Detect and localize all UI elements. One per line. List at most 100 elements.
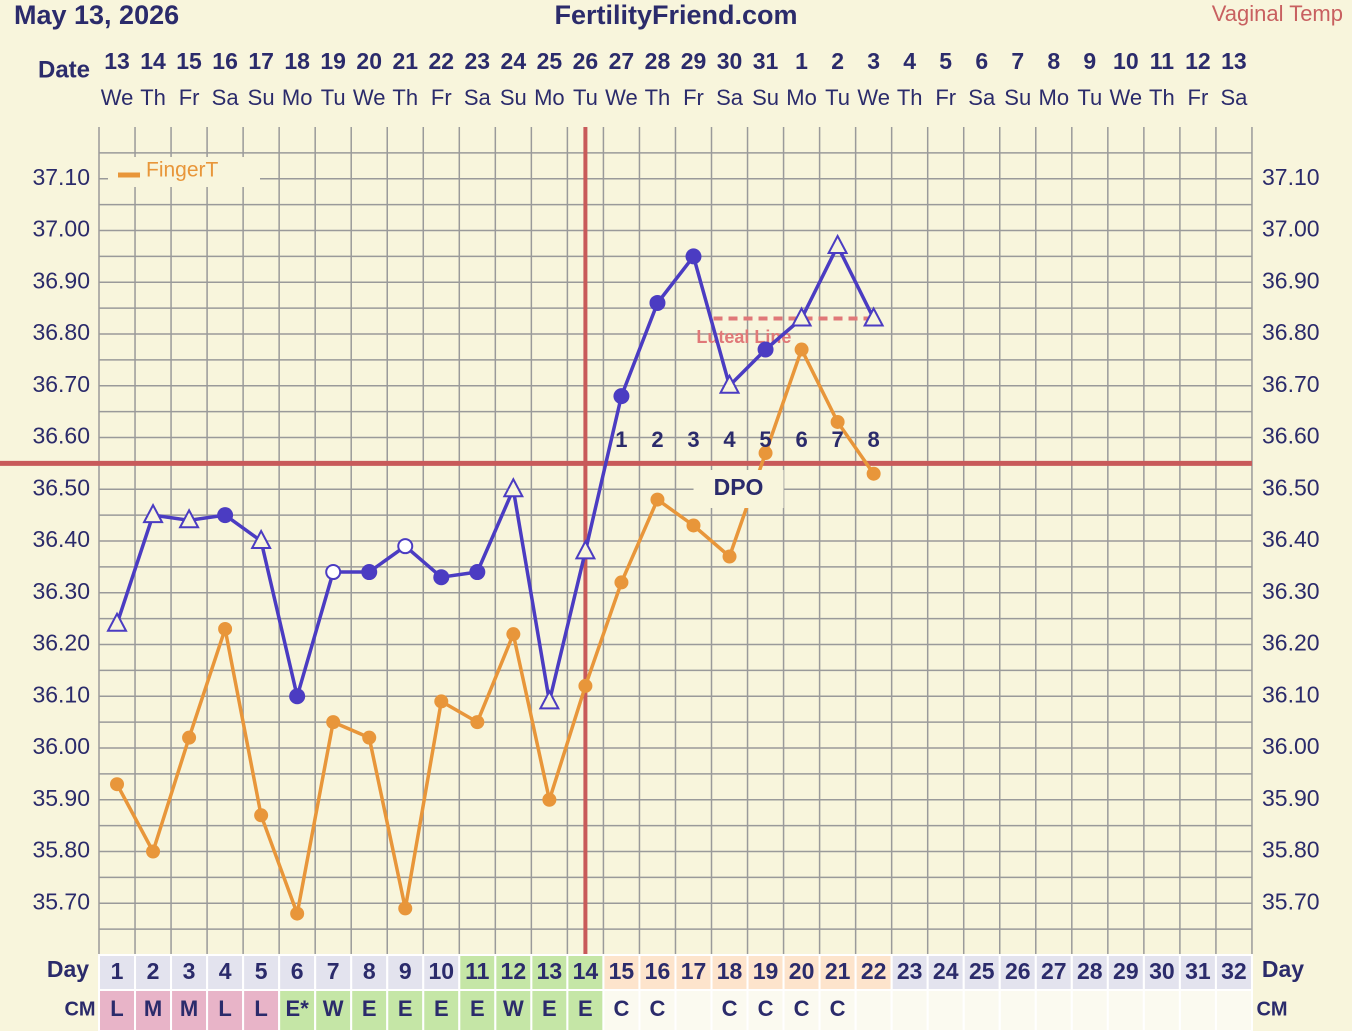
cm-value: E <box>434 996 449 1021</box>
y-tick-label: 36.00 <box>32 733 90 759</box>
y-tick-label: 36.10 <box>32 681 90 707</box>
date-label: 23 <box>465 48 491 74</box>
date-label: 6 <box>975 48 988 74</box>
day-number: 27 <box>1041 958 1067 984</box>
dot-marker <box>218 621 233 636</box>
y-tick-label: 35.70 <box>32 888 90 914</box>
weekday-label: Sa <box>212 85 240 110</box>
y2-tick-label: 36.20 <box>1262 630 1320 656</box>
weekday-label: Su <box>752 85 779 110</box>
day-number: 3 <box>183 958 196 984</box>
cm-value: L <box>218 996 231 1021</box>
cm-cell <box>1034 989 1073 1031</box>
y-tick-label: 36.20 <box>32 630 90 656</box>
dot-marker <box>217 507 234 524</box>
cm-value: C <box>758 996 774 1021</box>
weekday-label: Mo <box>534 85 565 110</box>
weekday-label: Fr <box>1188 85 1209 110</box>
weekday-label: Th <box>140 85 166 110</box>
day-number: 10 <box>428 958 454 984</box>
y-tick-label: 35.90 <box>32 785 90 811</box>
date-label: 3 <box>867 48 880 74</box>
weekday-label: We <box>857 85 890 110</box>
cm-value: E <box>398 996 413 1021</box>
weekday-label: We <box>101 85 134 110</box>
day-number: 25 <box>969 958 995 984</box>
dot-marker <box>361 564 378 581</box>
cm-label: CM <box>64 998 95 1020</box>
weekday-label: Fr <box>935 85 956 110</box>
dot-marker <box>830 414 845 429</box>
cm-value: C <box>830 996 846 1021</box>
triangle-marker <box>718 373 741 394</box>
y2-tick-label: 37.10 <box>1262 164 1320 190</box>
dot-marker <box>398 901 413 916</box>
dot-marker <box>757 341 774 358</box>
day-cell <box>1142 954 1181 991</box>
day-cell <box>854 954 893 991</box>
cm-cell <box>926 989 965 1031</box>
cm-label-right: CM <box>1256 998 1287 1020</box>
day-cell <box>926 954 965 991</box>
dot-marker <box>469 564 486 581</box>
day-number: 4 <box>219 958 232 984</box>
date-label: 14 <box>140 48 166 74</box>
triangle-marker <box>178 508 200 529</box>
dot-marker <box>685 248 702 265</box>
weekday-label: Th <box>1149 85 1175 110</box>
day-number: 16 <box>645 958 671 984</box>
date-label: 17 <box>248 48 274 74</box>
date-label: 24 <box>501 48 527 74</box>
dpo-number: 6 <box>795 427 807 452</box>
cm-value: L <box>110 996 123 1021</box>
y-tick-label: 37.10 <box>32 164 90 190</box>
triangle-marker <box>790 306 813 327</box>
day-number: 15 <box>609 958 635 984</box>
day-number: 2 <box>147 958 160 984</box>
day-number: 5 <box>255 958 268 984</box>
cm-value: E* <box>286 996 310 1021</box>
cm-value: E <box>578 996 593 1021</box>
dot-marker <box>506 627 521 642</box>
day-number: 28 <box>1077 958 1103 984</box>
weekday-label: We <box>1110 85 1143 110</box>
cm-cell <box>818 989 857 1031</box>
cm-cell <box>854 989 893 1031</box>
cm-cell <box>494 989 533 1031</box>
day-number: 1 <box>111 958 124 984</box>
day-number: 14 <box>573 958 599 984</box>
cm-cell <box>962 989 1001 1031</box>
date-label: 12 <box>1185 48 1211 74</box>
day-number: 20 <box>789 958 815 984</box>
day-number: 7 <box>327 958 340 984</box>
day-cell <box>1070 954 1109 991</box>
cm-cell <box>1214 989 1253 1031</box>
cm-cell <box>422 989 461 1031</box>
cm-cell <box>710 989 749 1031</box>
dot-marker <box>578 678 593 693</box>
weekday-label: Sa <box>716 85 744 110</box>
cm-value: L <box>254 996 267 1021</box>
day-number: 32 <box>1221 958 1247 984</box>
y2-tick-label: 35.90 <box>1262 785 1320 811</box>
y-tick-label: 36.60 <box>32 423 90 449</box>
cm-cell <box>1178 989 1217 1031</box>
day-number: 17 <box>681 958 707 984</box>
day-number: 9 <box>399 958 412 984</box>
y2-tick-label: 36.80 <box>1262 319 1320 345</box>
dot-marker <box>433 569 450 586</box>
cm-value: E <box>362 996 377 1021</box>
legend-box <box>108 157 260 187</box>
date-label: 13 <box>1221 48 1247 74</box>
date-label: 21 <box>392 48 418 74</box>
dot-marker <box>182 730 197 745</box>
triangle-marker <box>502 477 525 498</box>
dot-marker <box>614 575 629 590</box>
y2-tick-label: 37.00 <box>1262 216 1320 242</box>
dot-marker <box>470 715 485 730</box>
cm-cell <box>674 989 713 1031</box>
weekday-label: Su <box>248 85 275 110</box>
day-number: 12 <box>501 958 527 984</box>
open-marker <box>397 538 414 555</box>
